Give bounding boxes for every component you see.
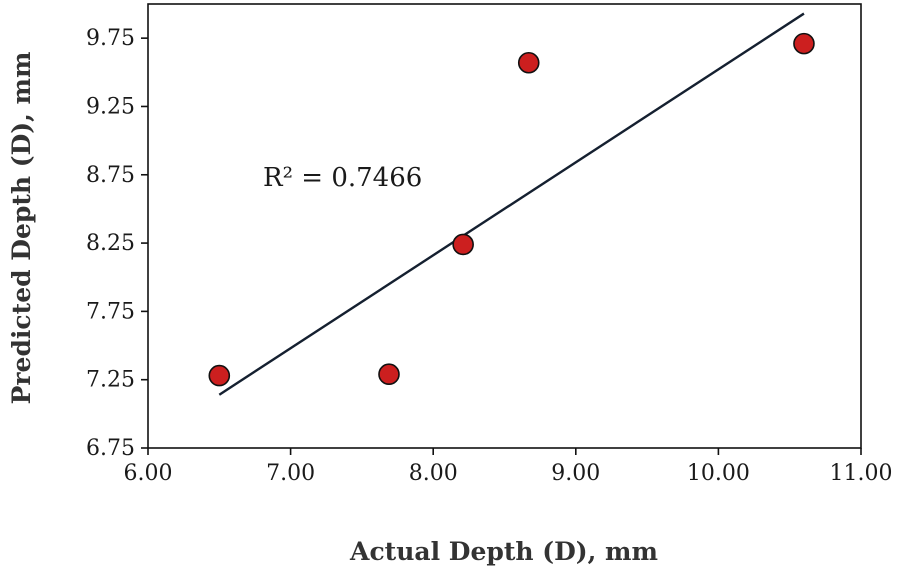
data-point <box>378 363 400 386</box>
y-axis-tick-labels: 6.75 7.25 7.75 8.25 8.75 9.25 9.75 <box>86 26 135 461</box>
x-tick-label: 6.00 <box>124 461 173 486</box>
data-point <box>793 32 815 55</box>
y-tick-label: 8.75 <box>86 163 135 188</box>
y-axis-ticks <box>141 37 148 449</box>
x-tick-label: 9.00 <box>551 461 600 486</box>
y-tick-label: 7.75 <box>86 299 135 324</box>
x-tick-label: 11.00 <box>830 461 893 486</box>
trendline <box>218 12 805 396</box>
x-axis-title: Actual Depth (D), mm <box>349 537 658 566</box>
x-axis-tick-labels: 6.00 7.00 8.00 9.00 10.00 11.00 <box>124 461 893 486</box>
y-tick-label: 8.25 <box>86 231 135 256</box>
data-point <box>452 233 474 256</box>
y-tick-label: 9.75 <box>86 26 135 51</box>
plot-area <box>147 3 862 449</box>
x-tick-label: 10.00 <box>687 461 750 486</box>
y-axis-title: Predicted Depth (D), mm <box>7 52 36 405</box>
data-point <box>517 51 540 74</box>
y-tick-label: 6.75 <box>86 436 135 461</box>
x-tick-label: 7.00 <box>266 461 315 486</box>
y-tick-label: 9.25 <box>86 94 135 119</box>
data-point <box>208 364 231 387</box>
x-tick-label: 8.00 <box>409 461 458 486</box>
y-tick-label: 7.25 <box>86 368 135 393</box>
x-axis-ticks <box>147 448 862 455</box>
r-squared-annotation: R² = 0.7466 <box>263 163 422 193</box>
data-points <box>208 32 815 387</box>
